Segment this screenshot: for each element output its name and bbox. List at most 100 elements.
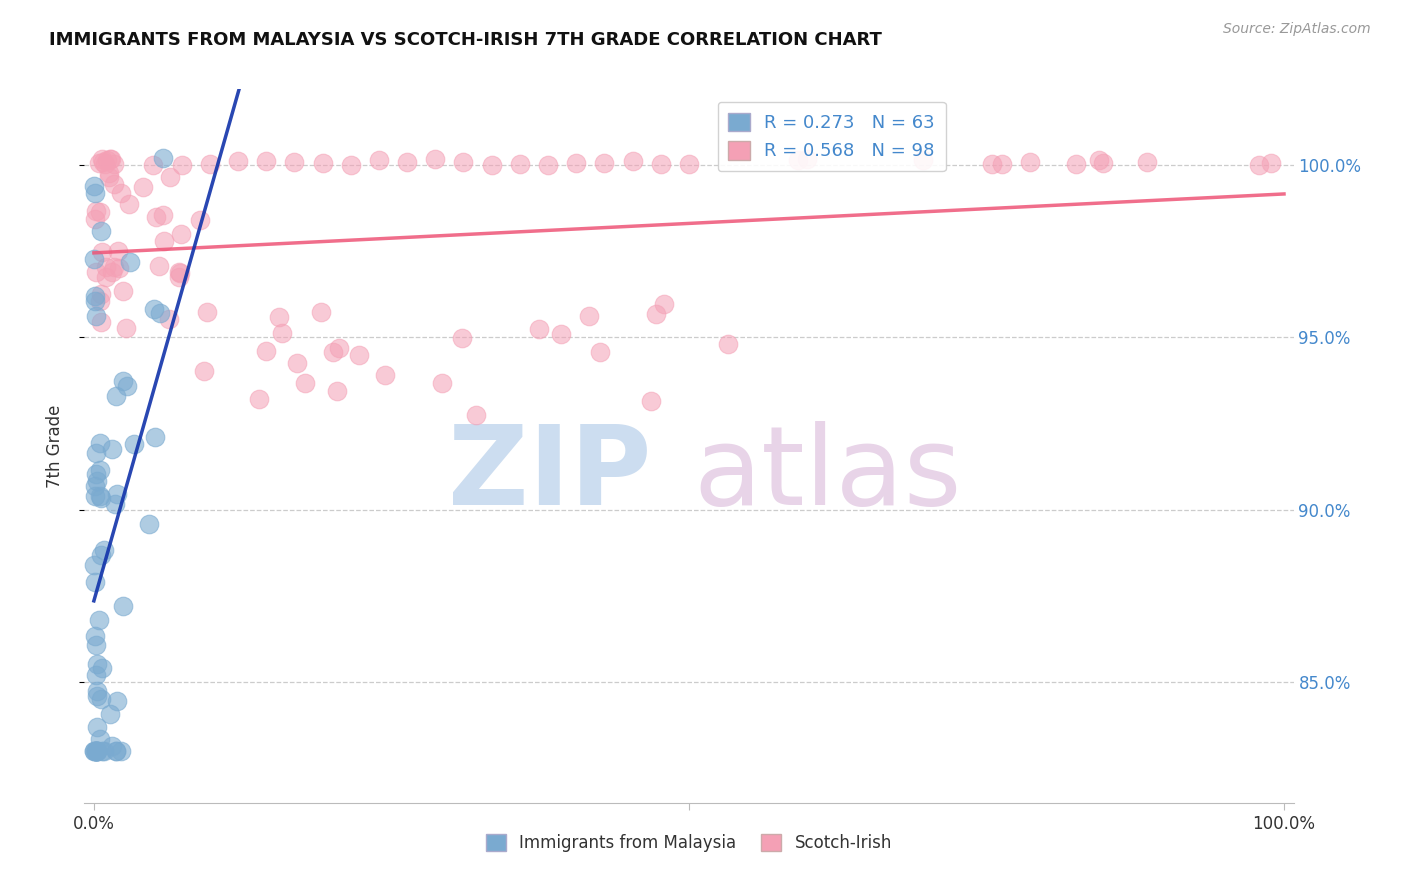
Point xyxy=(644,307,666,321)
Point xyxy=(86,720,108,734)
Point xyxy=(247,392,270,406)
Point xyxy=(786,153,808,167)
Point xyxy=(90,224,112,238)
Y-axis label: 7th Grade: 7th Grade xyxy=(45,404,63,488)
Point xyxy=(367,153,389,167)
Point xyxy=(537,158,560,172)
Point xyxy=(149,306,172,320)
Point xyxy=(270,326,292,341)
Point xyxy=(97,166,120,180)
Point xyxy=(89,463,111,477)
Point xyxy=(104,389,127,403)
Point xyxy=(90,548,112,562)
Point xyxy=(142,158,165,172)
Point xyxy=(1092,156,1115,170)
Point xyxy=(621,153,644,168)
Point xyxy=(83,252,105,266)
Point xyxy=(115,321,138,335)
Point xyxy=(550,326,572,341)
Point xyxy=(86,744,108,758)
Point xyxy=(226,154,249,169)
Point xyxy=(93,744,115,758)
Point xyxy=(169,266,191,280)
Point xyxy=(145,211,167,225)
Point xyxy=(90,744,112,758)
Point xyxy=(89,732,111,747)
Point xyxy=(578,309,600,323)
Point xyxy=(86,475,108,489)
Text: Source: ZipAtlas.com: Source: ZipAtlas.com xyxy=(1223,22,1371,37)
Point xyxy=(86,744,108,758)
Point xyxy=(83,294,105,309)
Point xyxy=(148,259,170,273)
Point xyxy=(588,344,610,359)
Point xyxy=(100,153,122,167)
Point xyxy=(294,376,316,390)
Point xyxy=(104,497,127,511)
Point xyxy=(111,284,134,298)
Point xyxy=(86,689,108,703)
Point xyxy=(593,156,616,170)
Point xyxy=(527,322,550,336)
Point xyxy=(84,288,107,302)
Point xyxy=(717,337,740,351)
Point xyxy=(193,363,215,377)
Point xyxy=(254,154,277,169)
Point xyxy=(87,156,110,170)
Point xyxy=(652,297,675,311)
Point xyxy=(796,153,818,167)
Point xyxy=(83,629,105,643)
Point xyxy=(283,154,305,169)
Point xyxy=(143,302,166,317)
Point xyxy=(143,430,166,444)
Point xyxy=(117,379,139,393)
Point xyxy=(1249,158,1271,172)
Point xyxy=(90,692,112,706)
Point xyxy=(111,375,134,389)
Point xyxy=(107,261,129,276)
Point xyxy=(104,744,127,758)
Point xyxy=(132,180,155,194)
Point xyxy=(84,575,107,590)
Point xyxy=(451,330,474,344)
Point xyxy=(83,744,105,758)
Point xyxy=(93,157,115,171)
Point xyxy=(117,196,139,211)
Point xyxy=(167,270,190,285)
Point xyxy=(322,344,344,359)
Point xyxy=(100,265,122,279)
Point xyxy=(981,157,1004,171)
Point xyxy=(86,683,108,698)
Point xyxy=(425,152,447,166)
Point xyxy=(159,169,181,184)
Point xyxy=(93,543,115,558)
Point xyxy=(105,694,128,708)
Point xyxy=(188,212,211,227)
Point xyxy=(84,309,107,323)
Point xyxy=(122,437,145,451)
Point xyxy=(86,639,108,653)
Point xyxy=(152,151,174,165)
Point xyxy=(991,157,1014,171)
Point xyxy=(105,487,128,501)
Point xyxy=(84,478,107,492)
Point xyxy=(101,739,124,754)
Point xyxy=(84,186,107,201)
Point xyxy=(107,244,129,258)
Point xyxy=(309,305,332,319)
Point xyxy=(101,442,124,457)
Point xyxy=(911,153,934,168)
Point xyxy=(84,744,107,758)
Point xyxy=(96,153,118,167)
Point xyxy=(110,186,132,200)
Point xyxy=(84,467,107,481)
Point xyxy=(89,614,111,628)
Point xyxy=(328,341,350,355)
Point xyxy=(89,205,111,219)
Point xyxy=(285,356,308,370)
Point xyxy=(640,393,662,408)
Point xyxy=(84,744,107,758)
Point xyxy=(157,311,180,326)
Point xyxy=(481,158,503,172)
Point xyxy=(152,235,174,249)
